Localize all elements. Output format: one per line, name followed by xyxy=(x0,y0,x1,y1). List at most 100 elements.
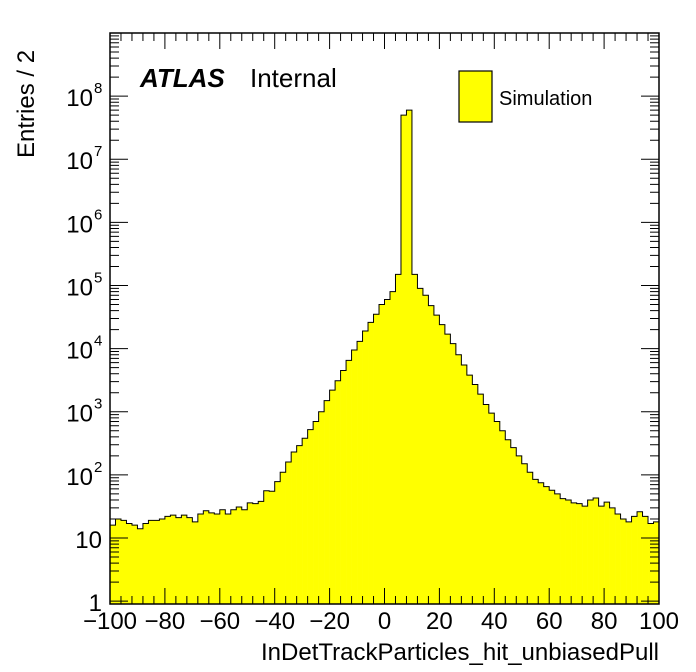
histogram-bin xyxy=(389,291,396,604)
histogram-bin xyxy=(236,506,243,604)
histogram-bin xyxy=(560,498,566,604)
histogram-bin xyxy=(351,350,358,604)
y-tick-exponent: 5 xyxy=(94,269,102,286)
histogram-bin xyxy=(115,518,122,604)
y-tick-label: 10 xyxy=(66,211,93,238)
legend-label: Simulation xyxy=(499,88,592,110)
histogram-bin xyxy=(137,528,144,604)
x-tick-label: 80 xyxy=(591,608,618,635)
y-tick-label: 10 xyxy=(75,527,102,554)
histogram-bin xyxy=(615,513,621,604)
histogram-bin xyxy=(110,525,116,604)
histogram-bin xyxy=(477,394,484,604)
histogram-bin xyxy=(373,314,380,604)
plot-frame xyxy=(109,32,660,605)
y-tick-exponent: 7 xyxy=(94,143,102,160)
histogram-bin xyxy=(444,334,451,604)
histogram-bin xyxy=(505,439,512,604)
histogram-bin xyxy=(384,299,391,604)
x-tick-label: −100 xyxy=(83,608,137,635)
histogram-bin xyxy=(637,511,643,604)
histogram-bin xyxy=(368,322,374,604)
histogram-bin xyxy=(417,288,424,604)
y-tick-exponent: 6 xyxy=(94,206,102,223)
histogram-bin xyxy=(280,472,286,604)
x-tick-label: 100 xyxy=(639,608,679,635)
histogram-bin xyxy=(335,380,341,604)
histogram-bin xyxy=(313,421,319,604)
x-tick-label: 20 xyxy=(426,608,453,635)
y-tick-exponent: 4 xyxy=(94,333,102,350)
histogram-bin xyxy=(208,512,215,604)
histogram-bin xyxy=(131,525,138,604)
histogram-bin xyxy=(142,523,149,604)
histogram-bin xyxy=(285,461,292,604)
histogram-bin xyxy=(302,438,308,604)
histogram-bin xyxy=(483,404,490,604)
internal-label: Internal xyxy=(250,63,337,93)
histogram-bin xyxy=(488,413,495,604)
histogram-bin xyxy=(219,509,226,604)
histogram-bin xyxy=(609,507,616,604)
y-tick-exponent: 3 xyxy=(94,396,102,413)
histogram-bin xyxy=(291,452,297,604)
y-axis-title: Entries / 2 xyxy=(13,50,40,158)
histogram-bin xyxy=(329,390,336,604)
histogram-bin xyxy=(576,503,583,604)
y-tick-label: 10 xyxy=(66,401,93,428)
x-tick-label: 60 xyxy=(536,608,563,635)
histogram-bin xyxy=(494,421,501,604)
y-tick-exponent: 2 xyxy=(94,459,102,476)
atlas-label: ATLAS xyxy=(139,63,225,93)
histogram-bin xyxy=(395,274,402,604)
histogram-bin xyxy=(433,315,440,604)
y-tick-label: 1 xyxy=(89,590,102,617)
histogram-bin xyxy=(263,490,270,604)
histogram-bin xyxy=(532,479,539,604)
histogram-bin xyxy=(307,429,314,604)
x-tick-label: −80 xyxy=(145,608,186,635)
histogram-bin xyxy=(554,493,561,604)
histogram-bin xyxy=(346,360,352,604)
histogram-bin xyxy=(631,516,638,604)
y-tick-label: 10 xyxy=(66,274,93,301)
histogram-bars xyxy=(110,109,660,605)
histogram-bin xyxy=(153,520,160,604)
histogram-bin xyxy=(411,274,418,604)
histogram-bin xyxy=(252,503,259,604)
histogram-bin xyxy=(598,506,605,604)
histogram-bin xyxy=(230,509,237,604)
histogram-bin xyxy=(148,520,155,604)
histogram-bin xyxy=(642,516,649,604)
y-tick-exponent: 8 xyxy=(94,80,102,97)
y-tick-label: 10 xyxy=(66,464,93,491)
histogram-bin xyxy=(318,411,325,604)
histogram-bin xyxy=(406,110,413,605)
histogram-bin xyxy=(214,513,221,604)
histogram-bin xyxy=(422,295,429,604)
legend: Simulation xyxy=(458,70,592,123)
histogram-bin xyxy=(225,513,232,604)
y-tick-label: 10 xyxy=(66,148,93,175)
histogram-bin xyxy=(241,509,248,604)
histogram-bin xyxy=(247,502,254,604)
histogram-bin xyxy=(521,463,528,604)
x-tick-label: −60 xyxy=(199,608,240,635)
histogram-bin xyxy=(620,518,627,604)
histogram-bin xyxy=(549,490,555,604)
histogram-bin xyxy=(604,502,610,604)
histogram-bin xyxy=(499,430,506,604)
histogram-bin xyxy=(400,115,407,605)
y-tick-label: 10 xyxy=(66,338,93,365)
histogram-bin xyxy=(203,510,210,604)
histogram-bin xyxy=(269,491,275,604)
histogram-bin xyxy=(296,445,303,604)
x-tick-labels: −100 −80 −60 −40 −20 0 20 40 60 80 100 xyxy=(83,608,679,635)
histogram-bin xyxy=(258,501,265,604)
histogram-bin xyxy=(192,521,199,604)
histogram-bin xyxy=(516,455,523,604)
histogram-bin xyxy=(439,324,446,604)
histogram-bin xyxy=(186,517,193,604)
